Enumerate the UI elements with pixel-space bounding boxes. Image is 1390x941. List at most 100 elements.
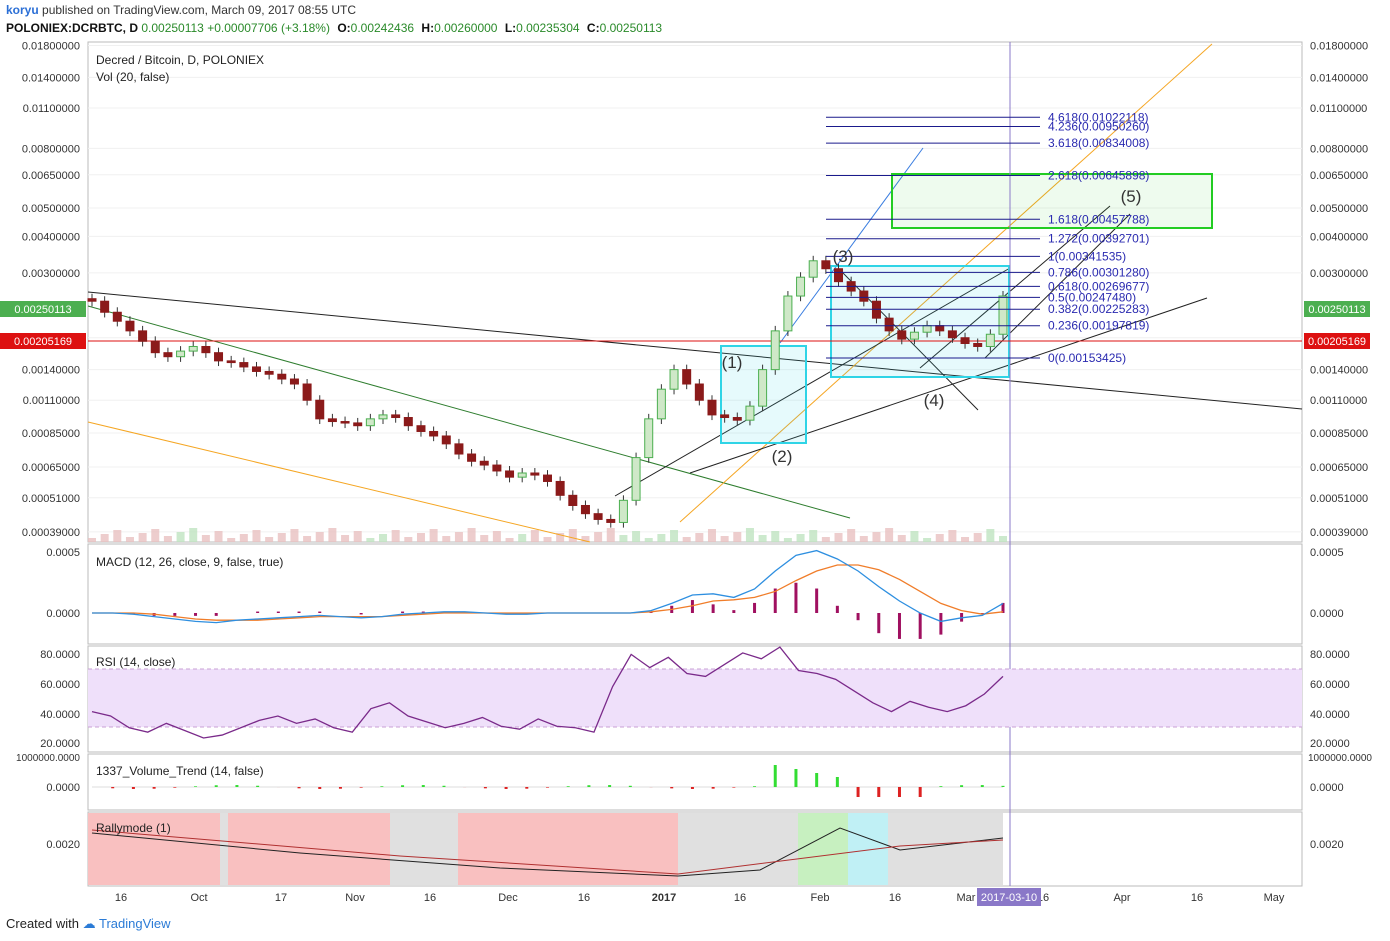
volume-bar — [771, 531, 780, 542]
volume-bar — [986, 529, 995, 542]
volume-bar — [619, 535, 628, 542]
volume-bar — [910, 531, 919, 542]
volume-bar — [948, 530, 957, 542]
volume-bar — [454, 532, 463, 542]
rsi-title: RSI (14, close) — [96, 655, 175, 669]
resistance-tag-right — [1304, 333, 1370, 349]
rsi-tick-left-1: 60.0000 — [40, 679, 80, 691]
wave-label-2: (2) — [772, 447, 793, 466]
close-value: 0.00250113 — [599, 21, 663, 35]
macd-tick-right-1: 0.0000 — [1310, 608, 1344, 620]
volume-bar — [404, 537, 413, 542]
long-trendline — [87, 291, 1303, 410]
price-tick-left-1: 0.01400000 — [22, 72, 80, 84]
time-axis: 16 Oct 17 Nov 16 Dec 16 2017 16 Feb 16 Mar 16 Apr 16 Ma… — [115, 892, 1285, 904]
candle-body — [796, 276, 806, 297]
volume-bar — [783, 538, 792, 542]
volume-bar — [467, 528, 476, 542]
volume-bar — [366, 538, 375, 542]
rally-segment — [88, 813, 220, 885]
volume-bar — [543, 537, 552, 542]
candle-body — [732, 417, 742, 421]
candle-body — [378, 414, 388, 420]
x-tick-15: May — [1264, 892, 1285, 904]
author-name[interactable]: koryu — [6, 3, 39, 17]
footer: Created with ☁ TradingView — [6, 916, 171, 932]
rally-segment — [678, 813, 798, 885]
fib-label-1: 4.236(0.00950260) — [1048, 120, 1149, 134]
x-tick-9: Feb — [811, 892, 830, 904]
volume-bar — [201, 535, 210, 542]
wave-label-1: (1) — [722, 353, 743, 372]
tradingview-link[interactable]: TradingView — [99, 916, 171, 931]
volume-bar — [138, 533, 147, 542]
rsi-tick-left-3: 20.0000 — [40, 738, 80, 750]
volume-trend-panel — [87, 753, 1303, 811]
vtrend-tick-left-0: 1000000.0000 — [16, 753, 80, 764]
created-with-text: Created with — [6, 916, 79, 931]
price-tick-left-11: 0.00085000 — [22, 428, 80, 440]
candle-body — [694, 383, 704, 401]
price-tick-right-6: 0.00400000 — [1310, 231, 1368, 243]
rally-tick-left-0: 0.0020 — [46, 839, 80, 851]
candle-body — [163, 352, 173, 358]
fib-label-5: 1.272(0.00392701) — [1048, 232, 1149, 246]
candle-body — [239, 362, 249, 368]
volume-bar — [100, 534, 109, 542]
candle-body — [960, 337, 970, 344]
volume-bar — [961, 537, 970, 542]
candle-body — [125, 320, 135, 332]
volume-trend-line — [92, 765, 1005, 797]
volume-bar — [897, 535, 906, 542]
price-tick-left-0: 0.01800000 — [22, 40, 80, 52]
price-tick-right-7: 0.00300000 — [1310, 268, 1368, 280]
rsi-tick-right-2: 40.0000 — [1310, 709, 1350, 721]
volume-bar — [113, 530, 122, 542]
rally-segment — [390, 813, 458, 885]
volume-bar — [290, 529, 299, 542]
candle-body — [226, 360, 236, 364]
candle-body — [707, 399, 717, 416]
candle-body — [593, 513, 603, 520]
vtrend-tick-right-1: 0.0000 — [1310, 782, 1344, 794]
orange-channel-lower — [87, 421, 591, 543]
price-tag-left-text: 0.00250113 — [14, 304, 71, 316]
rally-segment — [798, 813, 848, 885]
x-tick-14: 16 — [1191, 892, 1203, 904]
price-tick-right-1: 0.01400000 — [1310, 72, 1368, 84]
candle-body — [112, 311, 122, 322]
candle-body — [808, 260, 818, 278]
candle-body — [669, 369, 679, 390]
candle-body — [770, 330, 780, 371]
volume-bar — [88, 538, 96, 542]
price-tick-left-7: 0.00300000 — [22, 268, 80, 280]
date-tag-text: 2017-03-10 — [981, 892, 1037, 904]
wave3-box — [830, 265, 1010, 378]
vtrend-tick-left-1: 0.0000 — [46, 782, 80, 794]
x-tick-4: 16 — [424, 892, 436, 904]
x-tick-11: Mar — [957, 892, 976, 904]
chart-canvas[interactable]: 4.618(0.01022118)4.236(0.00950260) 3.618(… — [0, 38, 1390, 910]
candle-body — [429, 430, 439, 437]
candle-body — [87, 298, 97, 302]
fib-label-8: 0.618(0.00269677) — [1048, 279, 1149, 293]
volume-bar — [303, 536, 312, 542]
volume-bar — [556, 533, 565, 542]
rsi-tick-right-3: 20.0000 — [1310, 738, 1350, 750]
volume-bar — [530, 530, 539, 542]
volume-bar — [670, 530, 679, 542]
x-tick-6: 16 — [578, 892, 590, 904]
fib-label-12: 0(0.00153425) — [1048, 351, 1126, 365]
rsi-tick-right-0: 80.0000 — [1310, 649, 1350, 661]
candle-body — [327, 418, 337, 423]
candle-body — [530, 472, 540, 476]
candle-body — [568, 494, 578, 506]
volume-bar — [745, 528, 754, 542]
volume-trend-title: 1337_Volume_Trend (14, false) — [96, 764, 264, 778]
high-value: 0.00260000 — [434, 21, 498, 35]
candle-body — [340, 421, 350, 424]
macd-tick-left-1: 0.0000 — [46, 608, 80, 620]
candle-body — [365, 418, 375, 427]
price-grid — [88, 44, 1302, 533]
rally-ma-line — [91, 829, 1004, 875]
